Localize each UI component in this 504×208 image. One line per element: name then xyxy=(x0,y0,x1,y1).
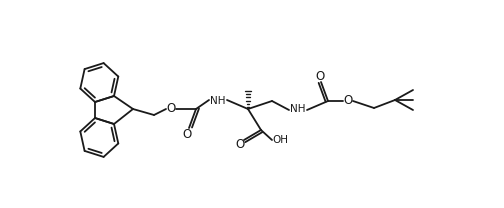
Text: O: O xyxy=(182,128,192,140)
Text: O: O xyxy=(343,94,353,108)
Text: NH: NH xyxy=(210,96,226,106)
Text: O: O xyxy=(166,103,175,115)
Text: NH: NH xyxy=(290,104,306,114)
Text: OH: OH xyxy=(272,135,288,145)
Text: O: O xyxy=(235,139,244,151)
Text: O: O xyxy=(316,71,325,83)
